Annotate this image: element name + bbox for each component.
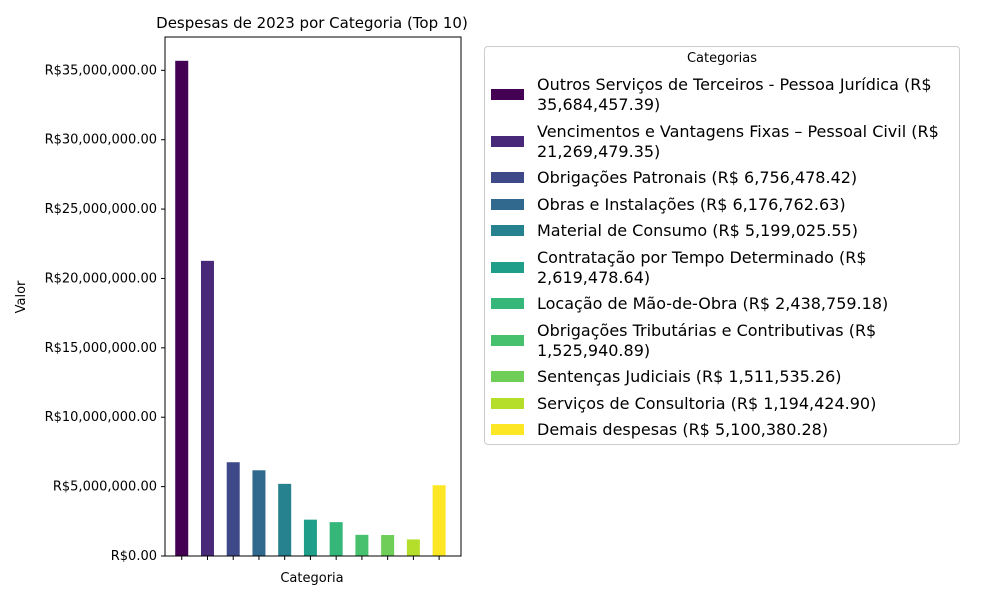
legend-swatch [491,424,524,435]
y-tick-label: R$30,000,000.00 [45,133,157,148]
y-tick-label: R$0.00 [111,549,157,564]
y-tick-label: R$15,000,000.00 [45,341,157,356]
legend-item: Serviços de Consultoria (R$ 1,194,424.90… [485,394,959,414]
legend-label: Demais despesas (R$ 5,100,380.28) [537,420,955,440]
legend-swatch [491,261,524,273]
legend-label-line: Material de Consumo (R$ 5,199,025.55) [537,221,858,240]
legend-label-line: Vencimentos e Vantagens Fixas – Pessoal … [537,121,939,141]
legend-item: Contratação por Tempo Determinado (R$ 2,6… [485,248,959,288]
y-axis-label: Valor [14,280,29,313]
legend-swatch [491,397,524,409]
chart-legend: Categorias Outros Serviços de Terceiros … [484,46,960,445]
bar [432,485,446,556]
bar [175,60,189,557]
legend-label-line: Serviços de Consultoria (R$ 1,194,424.90… [537,393,877,413]
legend-item: Material de Consumo (R$ 5,199,025.55) [485,221,959,241]
legend-label-line: 35,684,457.39) [537,95,661,114]
bar [406,539,420,556]
legend-swatch [491,371,524,382]
bar [381,535,395,556]
legend-swatch [491,334,524,346]
legend-label: Outros Serviços de Terceiros - Pessoa Ju… [537,75,955,115]
y-tick-label: R$35,000,000.00 [45,63,157,78]
legend-swatch [491,198,524,210]
legend-label-line: Obrigações Tributárias e Contributivas (… [537,320,877,340]
y-tick-label: R$5,000,000.00 [53,480,157,495]
legend-label: Vencimentos e Vantagens Fixas – Pessoal … [537,122,955,162]
legend-label: Locação de Mão-de-Obra (R$ 2,438,759.18) [537,294,955,314]
bar [200,260,214,556]
legend-label: Contratação por Tempo Determinado (R$ 2,6… [537,248,955,288]
legend-label-line: 21,269,479.35) [537,141,661,161]
legend-label: Obrigações Patronais (R$ 6,756,478.42) [537,168,955,188]
legend-label-line: Contratação por Tempo Determinado (R$ [537,247,867,267]
y-tick-label: R$20,000,000.00 [45,271,157,286]
bar [355,534,369,556]
legend-title: Categorias [686,51,758,66]
plot-area: R$0.00 R$5,000,000.00 R$10,000,000.00 R$15,… [45,36,462,564]
legend-label-line: 2,619,478.64) [537,267,651,287]
legend-item: Demais despesas (R$ 5,100,380.28) [485,420,959,440]
legend-swatch [491,172,524,183]
legend-label-line: 1,525,940.89) [537,340,651,360]
bar [278,483,292,556]
legend-item: Outros Serviços de Terceiros - Pessoa Ju… [485,75,959,115]
bar [329,522,343,556]
legend-label-line: Demais despesas (R$ 5,100,380.28) [537,420,829,439]
legend-item: Obrigações Tributárias e Contributivas (… [485,321,959,361]
legend-swatch [491,89,524,100]
legend-item: Obrigações Patronais (R$ 6,756,478.42) [485,168,959,188]
legend-label: Sentenças Judiciais (R$ 1,511,535.26) [537,367,955,387]
legend-label: Obrigações Tributárias e Contributivas (… [537,321,955,361]
bar [303,519,317,556]
x-axis-label: Categoria [280,571,343,586]
legend-swatch [491,135,524,147]
legend-label: Serviços de Consultoria (R$ 1,194,424.90… [537,394,955,414]
legend-label-line: Outros Serviços de Terceiros - Pessoa Ju… [537,75,932,94]
y-tick-label: R$10,000,000.00 [45,410,157,425]
legend-label-line: Obras e Instalações (R$ 6,176,762.63) [537,194,846,214]
legend-item: Sentenças Judiciais (R$ 1,511,535.26) [485,367,959,387]
legend-label-line: Locação de Mão-de-Obra (R$ 2,438,759.18) [537,294,889,313]
axes-frame [164,36,462,557]
legend-label-line: Obrigações Patronais (R$ 6,756,478.42) [537,168,858,187]
legend-label: Obras e Instalações (R$ 6,176,762.63) [537,195,955,215]
legend-label: Material de Consumo (R$ 5,199,025.55) [537,221,955,241]
bar [252,470,266,556]
legend-label-line: Sentenças Judiciais (R$ 1,511,535.26) [537,367,842,386]
legend-swatch [491,225,524,236]
chart-title: Despesas de 2023 por Categoria (Top 10) [156,14,468,32]
legend-item: Vencimentos e Vantagens Fixas – Pessoal … [485,122,959,162]
legend-item: Locação de Mão-de-Obra (R$ 2,438,759.18) [485,294,959,314]
legend-item: Obras e Instalações (R$ 6,176,762.63) [485,195,959,215]
y-tick-label: R$25,000,000.00 [45,202,157,217]
legend-swatch [491,298,524,309]
bar [226,462,240,556]
